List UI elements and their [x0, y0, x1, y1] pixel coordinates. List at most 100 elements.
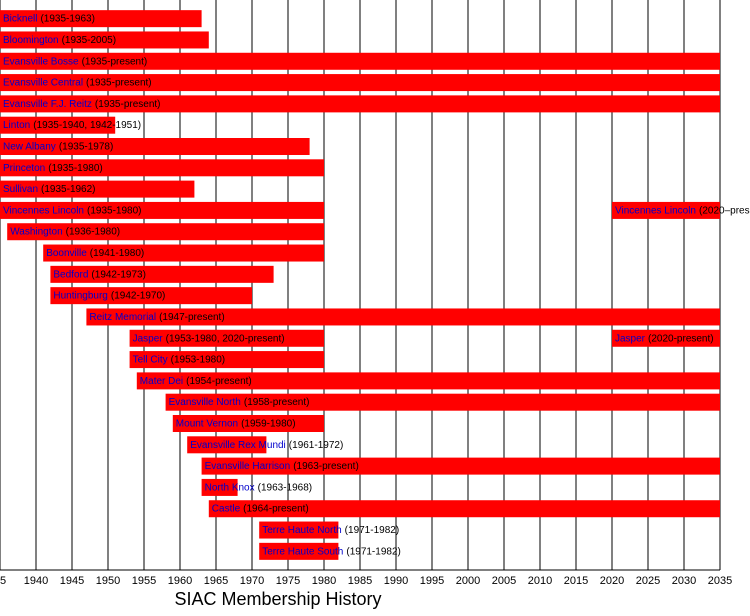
bar-label: Reitz Memorial (1947-present): [89, 312, 224, 323]
bar: [86, 308, 720, 326]
bar: [0, 138, 310, 155]
school-name[interactable]: Terre Haute North: [262, 525, 341, 536]
membership-years: (1935-present): [86, 77, 152, 88]
membership-years: (1935-1980): [48, 162, 102, 173]
school-name[interactable]: Evansville North: [169, 397, 241, 408]
membership-years: (1935-1963): [40, 13, 94, 24]
x-tick-label: 1970: [240, 575, 264, 587]
membership-years: (1964-present): [243, 503, 309, 514]
x-tick-label: 1940: [24, 575, 48, 587]
bar-label: Terre Haute South (1971-1982): [262, 546, 401, 557]
bar: [0, 201, 324, 219]
school-name[interactable]: Bedford: [53, 269, 88, 280]
membership-years: (1963-present): [293, 461, 359, 472]
x-tick-label: 2015: [564, 575, 588, 587]
school-name[interactable]: Bicknell: [3, 13, 37, 24]
school-name[interactable]: Tell City: [133, 354, 168, 365]
school-name[interactable]: Castle: [212, 503, 241, 514]
bar: [0, 95, 720, 113]
bar-label: North Knox (1963-1968): [205, 482, 313, 493]
bar-label: Mater Dei (1954-present): [140, 376, 252, 387]
bar: [187, 436, 267, 454]
bar: [136, 372, 721, 390]
membership-years: (1935-present): [95, 99, 161, 110]
bar: [612, 329, 720, 347]
bar: [208, 500, 721, 518]
x-tick-label: 2025: [636, 575, 660, 587]
bar-label: Mount Vernon (1959-1980): [176, 418, 296, 429]
x-tick-label: 1975: [276, 575, 300, 587]
x-tick-label: 1955: [132, 575, 156, 587]
bar-label: Evansville Harrison (1963-present): [205, 461, 359, 472]
school-name[interactable]: Linton: [3, 120, 30, 131]
bar-label: Huntingburg (1942-1970): [53, 290, 165, 301]
membership-years: (1958-present): [244, 397, 310, 408]
bar: [172, 415, 324, 432]
bar-label: Boonville (1941-1980): [46, 248, 144, 259]
bar-label: Evansville Rex Mundi (1961-1972): [190, 439, 343, 450]
school-name[interactable]: Jasper: [133, 333, 164, 344]
membership-years: (1961-1972): [289, 439, 343, 450]
membership-years: (2020-present): [648, 333, 714, 344]
bar-label: Bloomington (1935-2005): [3, 35, 116, 46]
membership-years: (2020–present): [699, 205, 750, 216]
membership-years: (1959-1980): [241, 418, 295, 429]
school-name[interactable]: Boonville: [46, 248, 87, 259]
x-tick-label: 2000: [456, 575, 480, 587]
school-name[interactable]: Evansville Rex Mundi: [190, 439, 286, 450]
bar: [43, 244, 324, 262]
school-name[interactable]: North Knox: [205, 482, 255, 493]
bar: [0, 74, 720, 92]
school-name[interactable]: Sullivan: [3, 184, 38, 195]
membership-years: (1947-present): [159, 312, 225, 323]
x-tick-label: 1985: [348, 575, 372, 587]
x-tick-label: 1945: [60, 575, 84, 587]
school-name[interactable]: Terre Haute South: [262, 546, 343, 557]
bar: [50, 287, 253, 305]
school-name[interactable]: Reitz Memorial: [89, 312, 156, 323]
x-tick-label: 2005: [492, 575, 516, 587]
school-name[interactable]: Huntingburg: [53, 290, 107, 301]
school-name[interactable]: Vincennes Lincoln: [3, 205, 84, 216]
bar-label: Bedford (1942-1973): [53, 269, 146, 280]
school-name[interactable]: Vincennes Lincoln: [615, 205, 696, 216]
school-name[interactable]: Mount Vernon: [176, 418, 238, 429]
bar: [50, 265, 274, 283]
bar: [259, 542, 339, 560]
bar: [0, 10, 202, 28]
bar: [201, 457, 721, 475]
school-name[interactable]: Bloomington: [3, 35, 59, 46]
school-name[interactable]: Evansville F.J. Reitz: [3, 99, 92, 110]
school-name[interactable]: Mater Dei: [140, 376, 183, 387]
bar: [129, 351, 324, 369]
bar-label: Evansville Central (1935-present): [3, 77, 152, 88]
bar: [0, 116, 116, 134]
bar-label: Tell City (1953-1980): [133, 354, 226, 365]
bar: [201, 478, 238, 496]
x-tick-label: 2010: [528, 575, 552, 587]
bar-label: Vincennes Lincoln(2020–present): [615, 205, 750, 216]
school-name[interactable]: Princeton: [3, 162, 45, 173]
x-tick-label: 1990: [384, 575, 408, 587]
school-name[interactable]: Evansville Bosse: [3, 56, 79, 67]
bar-label: Bicknell (1935-1963): [3, 13, 95, 24]
school-name[interactable]: Evansville Central: [3, 77, 83, 88]
x-tick-label: 35: [0, 575, 6, 587]
school-name[interactable]: New Albany: [3, 141, 56, 152]
bar-label: New Albany (1935-1978): [3, 141, 113, 152]
school-name[interactable]: Jasper: [615, 333, 646, 344]
bar-label: Jasper (2020-present): [615, 333, 714, 344]
membership-years: (1971-1982): [346, 546, 400, 557]
bar-label: Evansville North (1958-present): [169, 397, 310, 408]
school-name[interactable]: Evansville Harrison: [205, 461, 291, 472]
school-name[interactable]: Washington: [10, 226, 62, 237]
bar: [7, 223, 324, 241]
bar: [0, 31, 209, 49]
membership-years: (1942-1970): [111, 290, 165, 301]
bar-label: Vincennes Lincoln (1935-1980): [3, 205, 141, 216]
membership-years: (1954-present): [186, 376, 252, 387]
x-tick-label: 2020: [600, 575, 624, 587]
chart-title: SIAC Membership History: [174, 589, 381, 609]
bar: [0, 52, 720, 70]
